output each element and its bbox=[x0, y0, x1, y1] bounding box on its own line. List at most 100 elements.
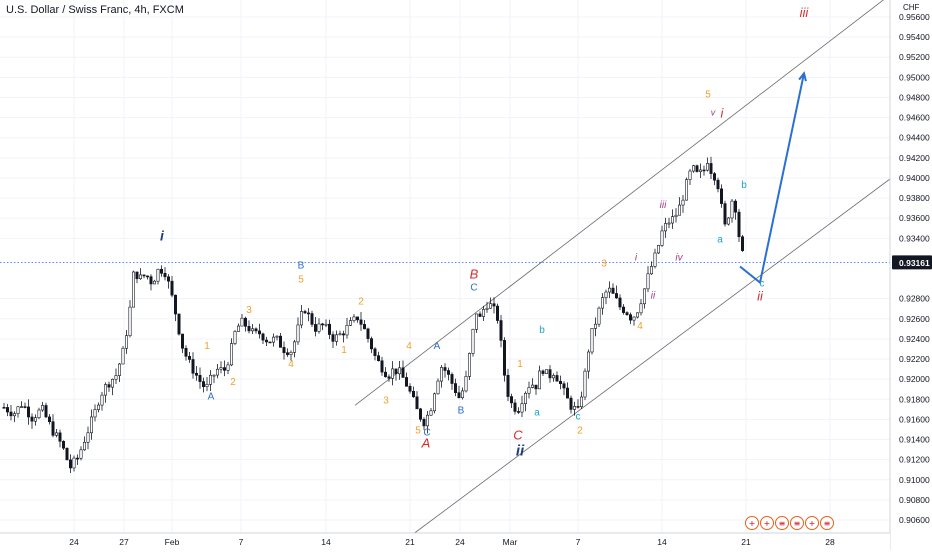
economic-event-4-icon[interactable]: ≡ bbox=[790, 516, 804, 530]
candle bbox=[146, 275, 150, 280]
wave-label: A bbox=[208, 391, 215, 402]
candle-body bbox=[209, 374, 213, 385]
candle-body bbox=[425, 414, 429, 427]
candle-body bbox=[373, 348, 377, 356]
candle bbox=[380, 356, 384, 376]
candle bbox=[712, 171, 716, 186]
candle-body bbox=[422, 418, 426, 427]
candle-body bbox=[698, 169, 702, 172]
economic-event-5-icon[interactable]: + bbox=[805, 516, 819, 530]
price-axis: 0.95600 0.95400 0.95200 0.95000 0.94800 0.946… bbox=[889, 0, 932, 550]
candle-body bbox=[264, 339, 268, 343]
price-tick-label: 0.94600 bbox=[899, 113, 930, 123]
candle-body bbox=[170, 280, 174, 296]
candle-body bbox=[663, 223, 667, 232]
candle bbox=[324, 319, 328, 328]
candle-body bbox=[233, 331, 237, 344]
candle bbox=[464, 370, 468, 393]
candle bbox=[726, 217, 730, 226]
candle-body bbox=[348, 320, 352, 326]
candle-body bbox=[394, 368, 398, 375]
candle-body bbox=[541, 370, 545, 374]
candle bbox=[247, 320, 251, 334]
wave-label: ii bbox=[516, 443, 525, 460]
candle-body bbox=[181, 333, 185, 349]
candle-body bbox=[2, 407, 6, 409]
wave-label: 3 bbox=[246, 305, 252, 316]
candle bbox=[205, 376, 209, 392]
candle bbox=[443, 363, 447, 378]
candle bbox=[104, 382, 108, 403]
candle bbox=[485, 301, 489, 313]
candle-body bbox=[586, 351, 590, 372]
candle-body bbox=[618, 297, 622, 308]
time-axis-bg bbox=[0, 533, 890, 550]
candle bbox=[317, 318, 321, 334]
candle bbox=[58, 429, 62, 448]
time-tick-label: 21 bbox=[405, 537, 415, 547]
candle bbox=[481, 305, 485, 321]
last-price-badge bbox=[892, 255, 932, 270]
wave-label: 4 bbox=[637, 321, 643, 332]
candle bbox=[457, 385, 461, 399]
candle bbox=[237, 323, 241, 332]
wave-label: B bbox=[298, 261, 305, 272]
wave-label: 5 bbox=[298, 275, 304, 286]
candle bbox=[579, 391, 583, 410]
candle-body bbox=[153, 280, 157, 285]
candle-body bbox=[583, 370, 587, 398]
candle bbox=[429, 407, 433, 416]
candle bbox=[209, 370, 213, 391]
wave-label: i bbox=[721, 106, 725, 121]
candle-body bbox=[726, 217, 730, 225]
candle-body bbox=[590, 328, 594, 353]
candle bbox=[345, 317, 349, 339]
candle-body bbox=[579, 396, 583, 407]
candle bbox=[474, 313, 478, 333]
candle-body bbox=[303, 311, 307, 314]
time-tick-label: 14 bbox=[321, 537, 331, 547]
candle-body bbox=[730, 200, 734, 219]
candle-body bbox=[177, 313, 181, 335]
economic-event-6-icon[interactable]: ≡ bbox=[820, 516, 834, 530]
candle-body bbox=[54, 432, 58, 436]
candle bbox=[195, 365, 199, 381]
candle-body bbox=[530, 384, 534, 388]
candle bbox=[327, 319, 331, 340]
price-tick-label: 0.94800 bbox=[899, 92, 930, 102]
candle bbox=[306, 308, 310, 322]
candle-body bbox=[632, 316, 636, 321]
time-tick-label: 24 bbox=[455, 537, 465, 547]
candle bbox=[642, 288, 646, 309]
candle bbox=[16, 406, 20, 418]
candle-body bbox=[572, 406, 576, 410]
candle bbox=[695, 164, 699, 173]
candle-body bbox=[457, 392, 461, 398]
candle bbox=[76, 454, 80, 466]
candle bbox=[534, 384, 538, 395]
economic-event-1-icon[interactable]: + bbox=[745, 516, 759, 530]
candle bbox=[223, 360, 227, 377]
wave-label: a bbox=[717, 234, 723, 245]
candle-body bbox=[313, 324, 317, 332]
economic-event-3-icon[interactable]: ≡ bbox=[775, 516, 789, 530]
candle bbox=[121, 346, 125, 365]
candle-body bbox=[380, 360, 384, 373]
candle bbox=[702, 165, 706, 176]
candle bbox=[54, 429, 58, 438]
candle-body bbox=[471, 328, 475, 354]
candle-body bbox=[684, 179, 688, 201]
candle bbox=[705, 157, 709, 172]
candle-body bbox=[327, 323, 331, 335]
candle-body bbox=[506, 374, 510, 397]
candle bbox=[219, 361, 223, 374]
candle bbox=[555, 371, 559, 382]
candle-body bbox=[576, 406, 580, 408]
candle-body bbox=[58, 432, 62, 442]
economic-event-2-icon[interactable]: + bbox=[760, 516, 774, 530]
wave-label: C bbox=[513, 428, 523, 443]
candle-body bbox=[334, 334, 338, 342]
candle-body bbox=[607, 287, 611, 293]
